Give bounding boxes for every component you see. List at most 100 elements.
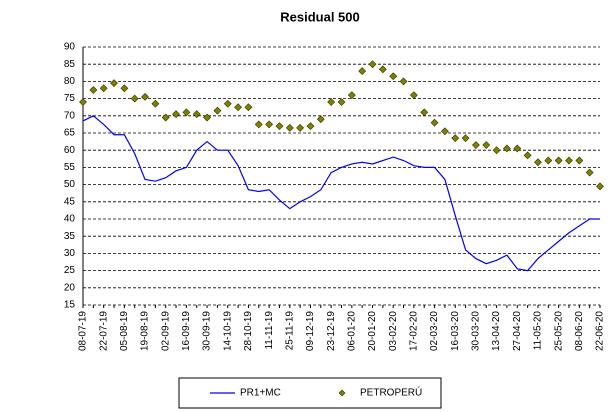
data-point <box>275 122 284 131</box>
x-tick-label: 02-09-19 <box>160 311 171 351</box>
y-tick-label: 35 <box>64 231 76 242</box>
y-tick-label: 55 <box>64 162 76 173</box>
y-tick-label: 50 <box>64 179 76 190</box>
data-point <box>389 72 398 81</box>
x-tick-label: 27-04-20 <box>512 311 523 351</box>
x-tick-label: 30-03-20 <box>471 311 482 351</box>
data-point <box>534 158 542 167</box>
data-point <box>223 99 232 108</box>
data-point <box>89 86 98 94</box>
y-tick-label: 30 <box>64 248 76 259</box>
x-tick-label: 11-11-19 <box>264 311 275 350</box>
data-point <box>513 144 522 153</box>
data-point <box>492 146 501 155</box>
data-point <box>565 156 573 165</box>
x-tick-label: 25-11-19 <box>284 311 295 351</box>
legend-box <box>178 377 442 409</box>
legend-label: PR1+MC <box>240 388 281 399</box>
y-tick-label: 25 <box>64 265 76 276</box>
data-point <box>110 79 118 88</box>
x-tick-label: 16-03-20 <box>450 311 461 351</box>
y-tick-label: 70 <box>64 110 76 121</box>
data-point <box>265 120 274 129</box>
data-point <box>399 77 408 86</box>
data-point <box>254 120 263 129</box>
x-tick-label: 09-12-19 <box>305 311 316 351</box>
data-point <box>141 92 149 101</box>
data-point <box>161 113 170 122</box>
x-tick-label: 22-07-19 <box>98 311 109 351</box>
x-tick-label: 05-08-19 <box>119 311 130 351</box>
data-point <box>554 156 563 165</box>
data-point <box>327 98 336 106</box>
x-tick-label: 28-10-19 <box>243 311 254 351</box>
y-tick-label: 15 <box>64 300 76 311</box>
data-point <box>368 60 377 69</box>
x-tick-label: 13-04-20 <box>491 311 502 351</box>
data-point <box>503 144 511 153</box>
data-point <box>544 156 553 165</box>
data-point <box>430 118 439 127</box>
x-tick-label: 14-10-19 <box>222 311 233 351</box>
data-point <box>244 103 253 112</box>
x-tick-label: 11-05-20 <box>533 311 544 351</box>
data-point <box>378 65 387 74</box>
y-tick-label: 80 <box>64 76 76 87</box>
x-tick-label: 06-01-20 <box>346 311 357 351</box>
data-point <box>471 141 480 149</box>
data-point <box>130 94 139 103</box>
x-tick-label: 23-12-19 <box>326 311 337 351</box>
x-tick-label: 30-09-19 <box>202 311 213 351</box>
y-tick-label: 20 <box>64 282 76 293</box>
data-point <box>451 134 460 143</box>
data-point <box>99 84 108 93</box>
data-point <box>482 141 491 149</box>
y-tick-label: 60 <box>64 145 76 156</box>
y-tick-label: 40 <box>64 214 76 225</box>
data-point <box>575 156 584 165</box>
x-tick-label: 17-02-20 <box>409 311 420 351</box>
legend-label: PETROPERÚ <box>360 386 422 399</box>
data-point <box>151 99 160 108</box>
data-point <box>285 123 294 132</box>
series-line <box>82 115 600 272</box>
x-tick-label: 03-02-20 <box>388 311 399 351</box>
data-point <box>306 122 315 131</box>
x-tick-label: 25-05-20 <box>553 311 564 351</box>
data-point <box>120 84 129 93</box>
x-tick-label: 08-07-19 <box>78 311 89 351</box>
x-tick-label: 08-06-20 <box>574 311 585 351</box>
data-point <box>596 182 604 191</box>
legend-swatch <box>338 389 346 397</box>
data-point <box>440 127 449 136</box>
data-point <box>358 67 367 76</box>
data-point <box>461 134 470 143</box>
x-tick-label: 19-08-19 <box>140 311 151 351</box>
x-tick-label: 16-09-19 <box>181 311 192 351</box>
data-point <box>213 106 222 115</box>
data-point <box>337 98 346 106</box>
y-tick-label: 45 <box>64 196 76 207</box>
data-point <box>182 108 191 117</box>
data-point <box>79 98 87 106</box>
x-tick-label: 22-06-20 <box>595 311 606 351</box>
data-point <box>172 110 180 119</box>
y-tick-label: 85 <box>64 59 76 70</box>
data-point <box>234 103 243 112</box>
data-point <box>203 113 212 122</box>
x-tick-label: 20-01-20 <box>367 311 378 351</box>
data-point <box>409 91 418 100</box>
y-tick-label: 65 <box>64 128 76 139</box>
y-tick-label: 90 <box>64 42 76 53</box>
data-point <box>296 123 305 132</box>
data-point <box>192 110 201 119</box>
data-point <box>585 168 594 177</box>
chart-title: Residual 500 <box>280 9 360 24</box>
y-tick-label: 75 <box>64 93 76 104</box>
data-point <box>347 91 356 100</box>
data-point <box>316 115 325 124</box>
data-point <box>420 108 429 117</box>
data-point <box>523 151 532 160</box>
x-tick-label: 02-03-20 <box>429 311 440 351</box>
